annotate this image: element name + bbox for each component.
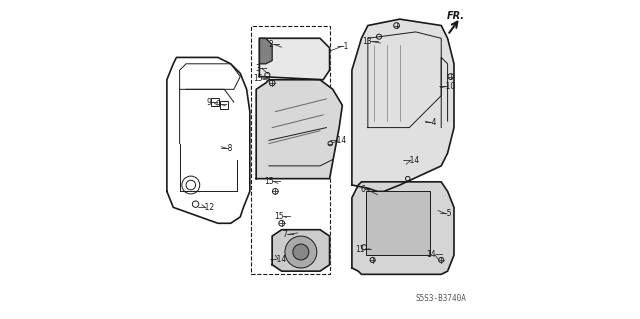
Circle shape bbox=[285, 236, 317, 268]
Text: 6—: 6— bbox=[361, 185, 374, 194]
Text: —12: —12 bbox=[198, 204, 214, 212]
Polygon shape bbox=[259, 38, 272, 64]
Text: 2—: 2— bbox=[269, 40, 281, 49]
Text: —1: —1 bbox=[336, 42, 349, 51]
Text: —5: —5 bbox=[440, 209, 452, 218]
Polygon shape bbox=[259, 38, 330, 80]
Circle shape bbox=[293, 244, 309, 260]
Text: 15—: 15— bbox=[275, 212, 292, 221]
Text: 9—: 9— bbox=[207, 98, 220, 107]
Polygon shape bbox=[352, 19, 454, 191]
Text: —10: —10 bbox=[439, 82, 456, 91]
Bar bbox=[366, 191, 430, 255]
Text: S5S3-B3740A: S5S3-B3740A bbox=[416, 294, 467, 303]
Polygon shape bbox=[352, 182, 454, 274]
Bar bbox=[211, 98, 218, 106]
Text: FR.: FR. bbox=[447, 11, 465, 21]
Text: —14: —14 bbox=[269, 255, 287, 263]
Text: 7—: 7— bbox=[282, 230, 294, 239]
Text: 14—: 14— bbox=[426, 250, 444, 259]
Text: —8: —8 bbox=[221, 144, 233, 153]
Text: 15—: 15— bbox=[253, 74, 270, 83]
Text: —14: —14 bbox=[330, 137, 347, 145]
Text: —14: —14 bbox=[403, 156, 420, 165]
Text: —4: —4 bbox=[425, 118, 437, 127]
Text: 9—: 9— bbox=[216, 100, 228, 109]
Text: 3—: 3— bbox=[256, 64, 268, 73]
Text: 11—: 11— bbox=[355, 245, 372, 254]
Bar bbox=[220, 101, 228, 109]
Polygon shape bbox=[272, 230, 330, 271]
Text: 15—: 15— bbox=[264, 177, 282, 186]
Text: 13—: 13— bbox=[362, 37, 380, 46]
Polygon shape bbox=[256, 80, 342, 179]
Bar bbox=[252, 26, 330, 274]
